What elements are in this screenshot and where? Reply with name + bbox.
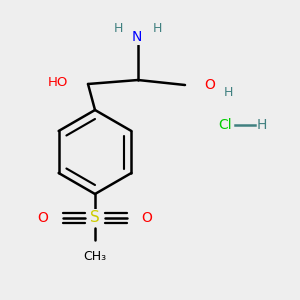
Text: H: H	[257, 118, 267, 132]
Text: O: O	[205, 78, 215, 92]
Text: N: N	[132, 30, 142, 44]
Text: Cl: Cl	[218, 118, 232, 132]
Text: O: O	[142, 211, 152, 225]
Text: O: O	[38, 211, 48, 225]
Text: H: H	[152, 22, 162, 34]
Text: H: H	[223, 85, 233, 98]
Text: CH₃: CH₃	[83, 250, 106, 262]
Text: S: S	[90, 211, 100, 226]
Text: HO: HO	[48, 76, 68, 88]
Text: H: H	[113, 22, 123, 34]
